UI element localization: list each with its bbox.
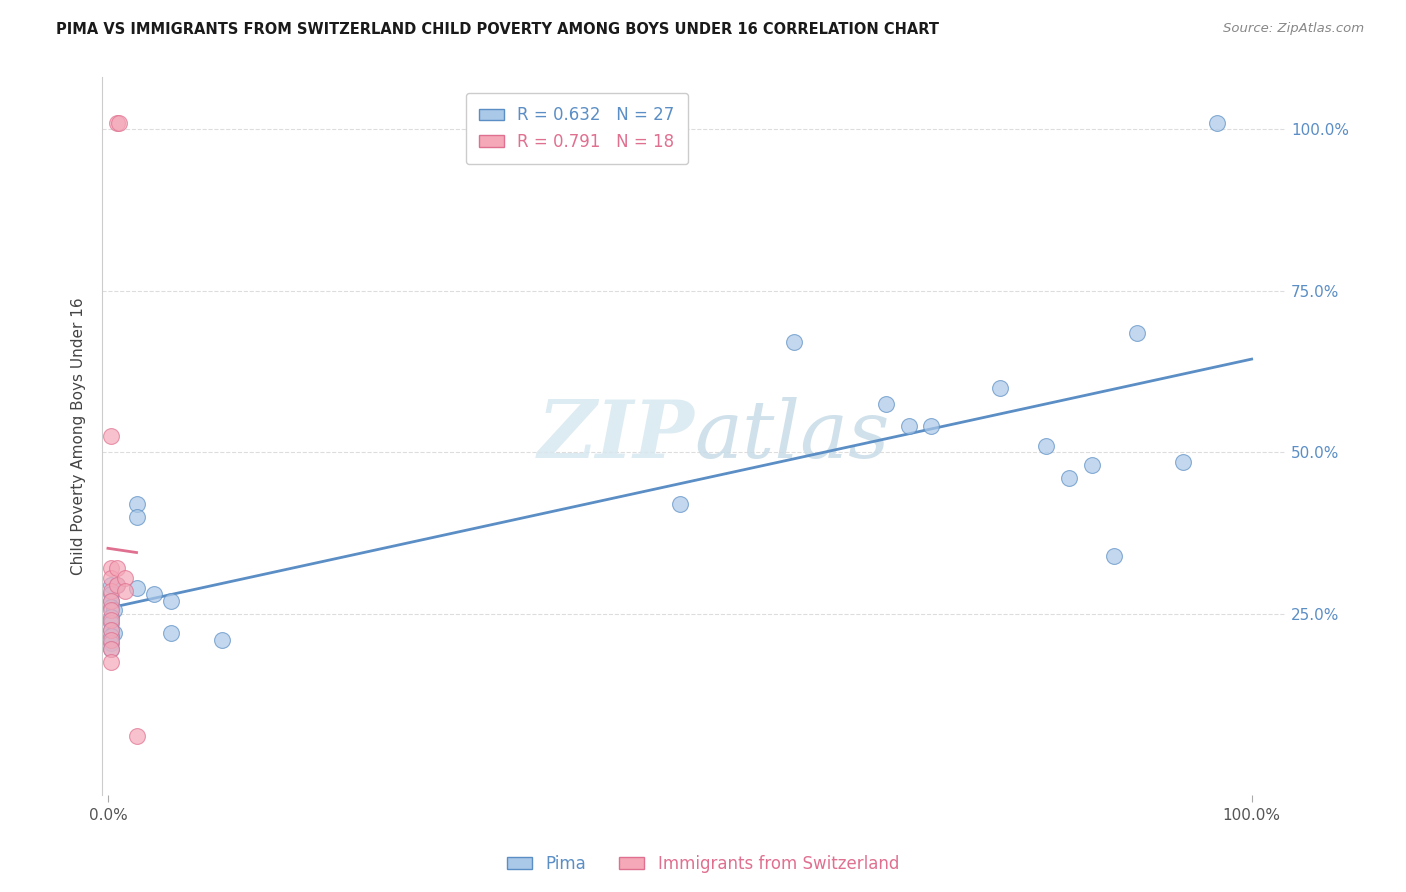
- Point: [103, 626, 125, 640]
- Point: [1126, 326, 1149, 340]
- Point: [1080, 458, 1102, 472]
- Point: [783, 335, 806, 350]
- Text: Source: ZipAtlas.com: Source: ZipAtlas.com: [1223, 22, 1364, 36]
- Point: [125, 509, 148, 524]
- Point: [160, 626, 183, 640]
- Point: [100, 594, 122, 608]
- Legend: Pima, Immigrants from Switzerland: Pima, Immigrants from Switzerland: [501, 848, 905, 880]
- Point: [105, 116, 128, 130]
- Point: [100, 610, 122, 624]
- Point: [100, 584, 122, 599]
- Point: [160, 594, 183, 608]
- Point: [100, 616, 122, 631]
- Point: [100, 632, 122, 647]
- Point: [108, 116, 131, 130]
- Point: [100, 603, 122, 617]
- Point: [114, 571, 136, 585]
- Point: [100, 642, 122, 657]
- Point: [988, 380, 1011, 394]
- Point: [105, 577, 128, 591]
- Point: [100, 561, 122, 575]
- Point: [920, 419, 942, 434]
- Point: [103, 603, 125, 617]
- Point: [100, 577, 122, 591]
- Point: [668, 497, 690, 511]
- Text: atlas: atlas: [695, 397, 890, 475]
- Point: [1057, 471, 1080, 485]
- Point: [211, 632, 233, 647]
- Point: [100, 429, 122, 443]
- Point: [1104, 549, 1126, 563]
- Point: [1171, 455, 1194, 469]
- Point: [100, 571, 122, 585]
- Point: [105, 577, 128, 591]
- Point: [100, 629, 122, 643]
- Legend: R = 0.632   N = 27, R = 0.791   N = 18: R = 0.632 N = 27, R = 0.791 N = 18: [465, 93, 688, 164]
- Point: [114, 584, 136, 599]
- Point: [100, 636, 122, 650]
- Point: [105, 561, 128, 575]
- Text: PIMA VS IMMIGRANTS FROM SWITZERLAND CHILD POVERTY AMONG BOYS UNDER 16 CORRELATIO: PIMA VS IMMIGRANTS FROM SWITZERLAND CHIL…: [56, 22, 939, 37]
- Point: [125, 497, 148, 511]
- Y-axis label: Child Poverty Among Boys Under 16: Child Poverty Among Boys Under 16: [72, 297, 86, 574]
- Point: [142, 587, 165, 601]
- Point: [1035, 439, 1057, 453]
- Point: [125, 730, 148, 744]
- Point: [100, 613, 122, 627]
- Point: [100, 642, 122, 657]
- Point: [100, 655, 122, 669]
- Point: [100, 600, 122, 615]
- Point: [100, 623, 122, 637]
- Point: [100, 587, 122, 601]
- Point: [897, 419, 920, 434]
- Text: ZIP: ZIP: [537, 397, 695, 475]
- Point: [100, 623, 122, 637]
- Point: [100, 594, 122, 608]
- Point: [1206, 116, 1229, 130]
- Point: [125, 581, 148, 595]
- Point: [875, 397, 897, 411]
